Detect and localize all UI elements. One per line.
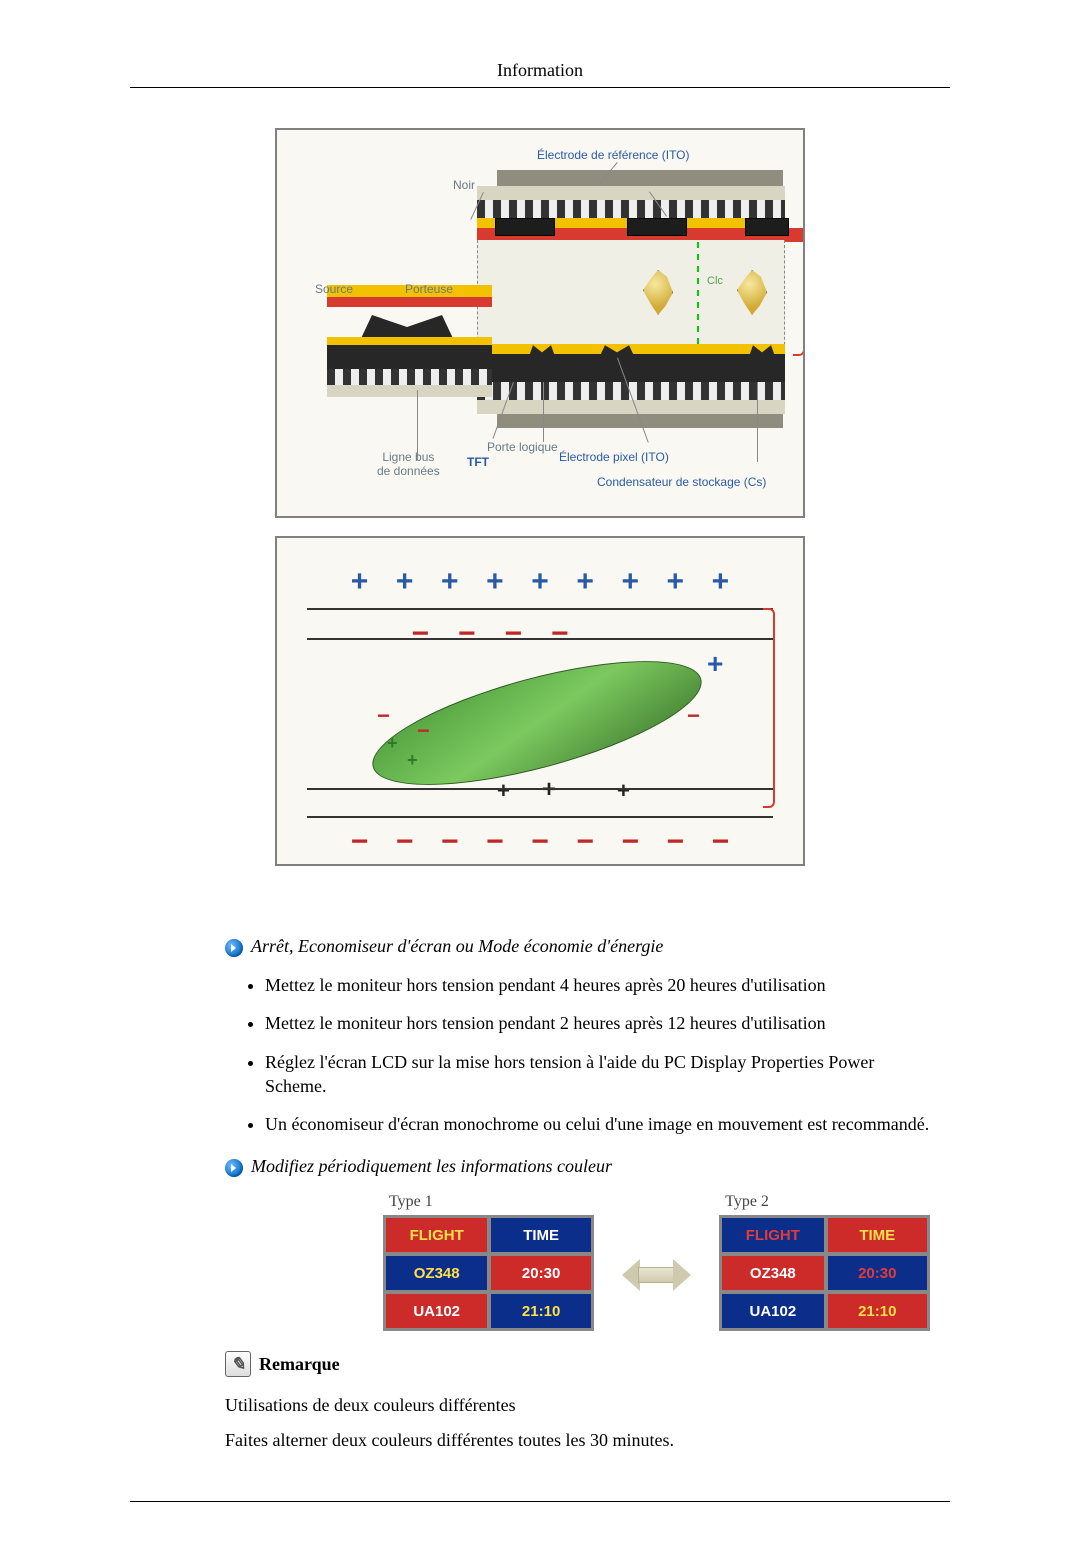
td: 21:10 [827, 1293, 928, 1329]
remarque-p1: Utilisations de deux couleurs différente… [225, 1395, 930, 1416]
flight-tables: Type 1 FLIGHT TIME OZ348 20:30 UA102 21:… [383, 1193, 930, 1331]
swap-arrow-icon [624, 1257, 689, 1293]
charge-symbol: + [407, 750, 418, 771]
charge-symbol: − [417, 718, 430, 744]
charge-symbol: + [617, 778, 630, 804]
section-2-title: Modifiez périodiquement les informations… [251, 1156, 612, 1177]
th-flight: FLIGHT [385, 1217, 488, 1253]
charge-symbol: + [497, 778, 510, 804]
label-clc: Clc [707, 275, 723, 287]
charge-diagram: +++++++++ −−−− ++−−+−+++ −−−−−−−−− [275, 536, 805, 866]
footer-rule [130, 1501, 950, 1502]
th-time: TIME [827, 1217, 928, 1253]
section-2-header: Modifiez périodiquement les informations… [225, 1156, 930, 1177]
label-porteuse: Porteuse [405, 282, 453, 296]
charge-symbol: + [542, 776, 556, 804]
remarque-block: ✎ Remarque [225, 1351, 930, 1377]
label-electrode-pixel: Électrode pixel (ITO) [559, 450, 669, 464]
label-porte-logique: Porte logique [487, 440, 558, 454]
section-1-title: Arrêt, Economiseur d'écran ou Mode écono… [251, 936, 663, 957]
section-1-list: Mettez le moniteur hors tension pendant … [265, 973, 930, 1136]
list-item: Mettez le moniteur hors tension pendant … [265, 1011, 930, 1035]
label-tft: TFT [467, 455, 489, 469]
label-source: Source [315, 282, 353, 296]
td: OZ348 [721, 1255, 824, 1291]
td: 21:10 [490, 1293, 591, 1329]
td: OZ348 [385, 1255, 488, 1291]
arrow-bullet-icon [225, 939, 243, 957]
list-item: Un économiseur d'écran monochrome ou cel… [265, 1112, 930, 1136]
green-ellipse [361, 636, 713, 811]
td: 20:30 [827, 1255, 928, 1291]
remarque-p2: Faites alterner deux couleurs différente… [225, 1430, 930, 1451]
charge-symbol: − [377, 703, 390, 729]
label-condensateur: Condensateur de stockage (Cs) [597, 475, 766, 489]
list-item: Mettez le moniteur hors tension pendant … [265, 973, 930, 997]
label-electrode-ref: Électrode de référence (ITO) [537, 148, 690, 162]
label-ligne-bus: Ligne bus de données [377, 450, 440, 478]
th-flight: FLIGHT [721, 1217, 824, 1253]
header-rule [130, 87, 950, 88]
remarque-title: Remarque [259, 1354, 340, 1375]
type1-label: Type 1 [389, 1193, 433, 1211]
label-noir: Noir [453, 178, 475, 192]
td: UA102 [385, 1293, 488, 1329]
note-icon: ✎ [225, 1351, 251, 1377]
type2-label: Type 2 [725, 1193, 769, 1211]
charge-symbol: − [687, 703, 700, 729]
page-header-title: Information [130, 60, 950, 87]
red-bracket-top [793, 230, 805, 356]
red-bracket-bottom [763, 608, 775, 808]
flight-table-type2: FLIGHT TIME OZ348 20:30 UA102 21:10 [719, 1215, 930, 1331]
arrow-bullet-icon [225, 1159, 243, 1177]
minus-row-top: −−−− [397, 614, 583, 654]
th-time: TIME [490, 1217, 591, 1253]
charge-symbol: + [387, 733, 398, 754]
td: UA102 [721, 1293, 824, 1329]
td: 20:30 [490, 1255, 591, 1291]
flight-table-type1: FLIGHT TIME OZ348 20:30 UA102 21:10 [383, 1215, 594, 1331]
minus-row-bottom: −−−−−−−−− [337, 822, 743, 862]
plus-row: +++++++++ [337, 562, 743, 602]
section-1-header: Arrêt, Economiseur d'écran ou Mode écono… [225, 936, 930, 957]
lcd-cross-section-diagram: Électrode de référence (ITO) Noir Filtre… [275, 128, 805, 518]
list-item: Réglez l'écran LCD sur la mise hors tens… [265, 1050, 930, 1099]
charge-symbol: + [707, 648, 723, 680]
